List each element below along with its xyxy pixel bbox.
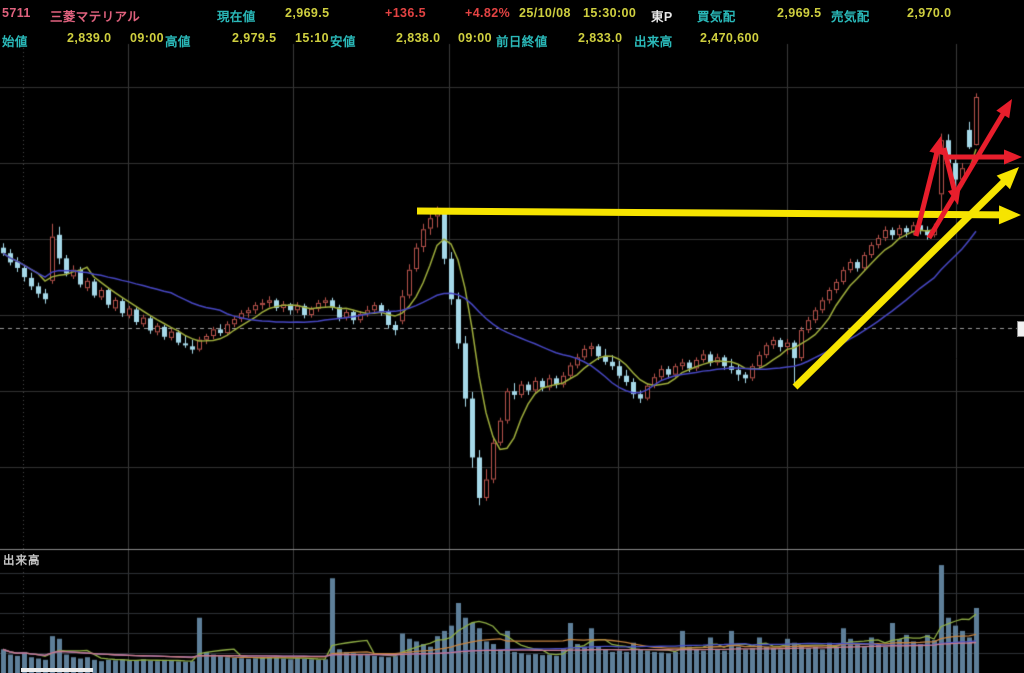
prev-close-label: 前日終値 [496, 35, 548, 49]
price-change: +136.5 [385, 6, 426, 20]
ask-label: 売気配 [831, 10, 870, 24]
high-value: 2,979.5 [232, 31, 277, 45]
low-label: 安値 [330, 35, 356, 49]
quote-time: 15:30:00 [583, 6, 637, 20]
open-label: 始値 [2, 35, 28, 49]
volume-value: 2,470,600 [700, 31, 760, 45]
stock-code: 5711 [2, 6, 31, 20]
high-label: 高値 [165, 35, 191, 49]
bid-label: 買気配 [697, 10, 736, 24]
open-value: 2,839.0 [67, 31, 112, 45]
high-time: 15:10 [295, 31, 329, 45]
bid-value: 2,969.5 [777, 6, 822, 20]
last-price-label: 現在値 [217, 10, 256, 24]
low-value: 2,838.0 [396, 31, 441, 45]
ask-value: 2,970.0 [907, 6, 952, 20]
horizontal-scrollbar-thumb[interactable] [21, 668, 93, 672]
quote-date: 25/10/08 [519, 6, 571, 20]
market-segment: 東P [651, 10, 673, 24]
open-time: 09:00 [130, 31, 164, 45]
stock-name: 三菱マテリアル [50, 10, 141, 24]
prev-close-value: 2,833.0 [578, 31, 623, 45]
quote-header: 5711 三菱マテリアル 現在値 2,969.5 +136.5 +4.82% 2… [0, 0, 1024, 49]
volume-pane-title: 出来高 [3, 555, 41, 567]
price-change-pct: +4.82% [465, 6, 511, 20]
last-price-value: 2,969.5 [285, 6, 330, 20]
low-time: 09:00 [458, 31, 492, 45]
volume-label: 出来高 [634, 35, 673, 49]
price-line-handle[interactable] [1017, 321, 1024, 337]
